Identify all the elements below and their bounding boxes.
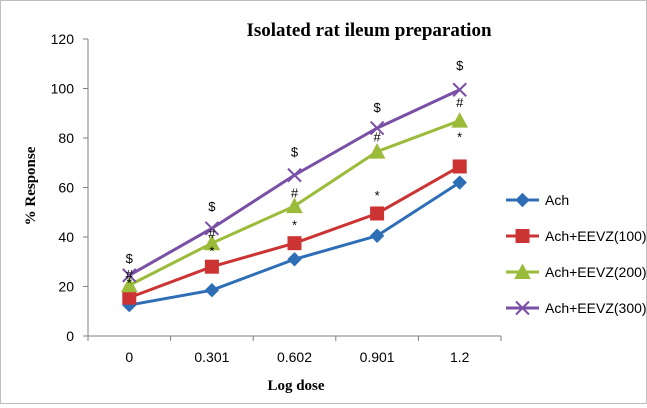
significance-marker: * [209, 244, 214, 259]
significance-marker: * [457, 130, 462, 145]
data-point [287, 167, 302, 183]
legend-label: Ach+EEVZ(100) [545, 228, 646, 244]
significance-marker: # [208, 226, 216, 241]
data-point [452, 159, 467, 174]
legend-marker [515, 192, 530, 208]
data-point [369, 228, 385, 243]
data-point [204, 283, 220, 298]
series-2 [120, 112, 469, 293]
y-tick-label: 40 [58, 229, 74, 245]
x-tick-label: 0.602 [277, 349, 312, 365]
legend-item: Ach+EEVZ(300) [506, 300, 647, 316]
legend-label: Ach+EEVZ(300) [545, 300, 646, 316]
y-tick-label: 80 [58, 130, 74, 146]
legend: Ach Ach+EEVZ(100) Ach+EEVZ(200) Ach+EEVZ(30… [506, 192, 647, 316]
legend-item: Ach [506, 192, 569, 208]
data-point [287, 252, 302, 267]
data-point [287, 236, 302, 251]
legend-label: Ach+EEVZ(200) [545, 264, 646, 280]
data-point [452, 175, 467, 190]
data-point [370, 206, 385, 221]
y-tick-label: 0 [66, 328, 74, 344]
data-point [122, 290, 137, 305]
data-point [120, 276, 138, 293]
significance-marker: # [456, 95, 464, 110]
legend-item: Ach+EEVZ(200) [506, 263, 647, 280]
legend-label: Ach [545, 192, 569, 208]
significance-marker: $ [126, 251, 134, 266]
x-tick-label: 1.2 [450, 349, 470, 365]
significance-marker: * [292, 218, 297, 233]
significance-marker: $ [208, 199, 216, 214]
y-tick-label: 120 [51, 31, 75, 47]
data-point [369, 120, 385, 136]
data-point [203, 234, 221, 251]
x-axis-title: Log dose [267, 378, 324, 394]
series-1 [122, 159, 467, 305]
data-point [204, 221, 220, 236]
significance-marker: # [291, 185, 299, 200]
data-point [122, 268, 137, 283]
data-point [452, 82, 467, 97]
significance-marker: $ [291, 145, 299, 160]
significance-marker: * [127, 276, 132, 291]
significance-marker: # [373, 130, 381, 145]
legend-marker [514, 263, 531, 279]
chart-title: Isolated rat ileum preparation [246, 20, 491, 41]
y-axis-title: % Response [23, 146, 39, 225]
y-tick-label: 60 [58, 180, 74, 196]
data-point [286, 197, 303, 214]
data-point [204, 259, 219, 274]
legend-marker [515, 229, 530, 243]
y-tick-label: 100 [51, 81, 75, 97]
series-3 [122, 82, 467, 283]
legend-item: Ach+EEVZ(100) [506, 228, 647, 244]
significance-marker: # [126, 267, 134, 282]
significance-marker: $ [373, 100, 381, 115]
significance-marker: $ [456, 58, 464, 73]
legend-marker [515, 300, 530, 316]
x-tick-label: 0.301 [194, 349, 229, 365]
significance-marker: * [375, 188, 380, 203]
x-tick-label: 0.901 [360, 349, 395, 365]
data-point [451, 112, 469, 128]
y-tick-label: 20 [58, 279, 74, 295]
x-tick-label: 0 [125, 349, 133, 365]
data-point [368, 143, 386, 159]
